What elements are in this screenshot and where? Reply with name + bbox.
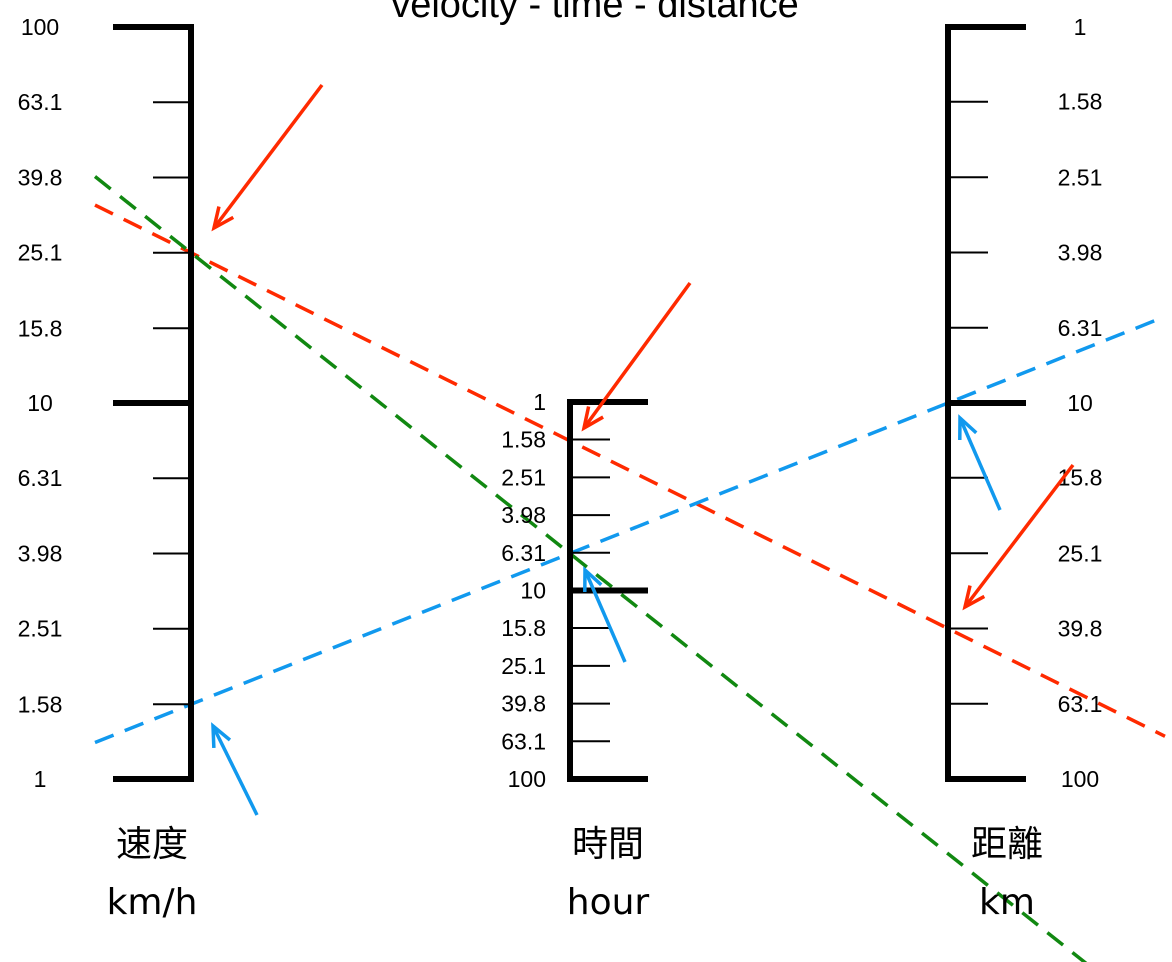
velocity-tick-label: 10 (27, 390, 53, 416)
time-tick-label: 25.1 (501, 653, 546, 679)
time-tick-label: 39.8 (501, 691, 546, 717)
distance-tick-label: 3.98 (1058, 240, 1103, 266)
time-tick-label: 2.51 (501, 464, 546, 490)
time-axis-unit: hour (567, 882, 650, 923)
chart-title: velocity - time - distance (391, 0, 799, 26)
time-tick-label: 15.8 (501, 615, 546, 641)
velocity-tick-label: 100 (21, 14, 59, 40)
velocity-tick-label: 3.98 (18, 540, 63, 566)
velocity-tick-label: 1.58 (18, 691, 63, 717)
distance-tick-label: 1 (1074, 14, 1087, 40)
time-tick-label: 3.98 (501, 502, 546, 528)
time-tick-label: 63.1 (501, 728, 546, 754)
red-example-line (94, 203, 1166, 738)
distance-tick-label: 100 (1061, 766, 1099, 792)
velocity-tick-label: 63.1 (18, 89, 63, 115)
velocity-tick-label: 6.31 (18, 465, 63, 491)
blue-arrow-velocity (211, 722, 259, 816)
distance-axis-unit: km (979, 882, 1035, 923)
velocity-axis-unit: km/h (107, 882, 198, 923)
time-tick-label: 1 (533, 389, 546, 415)
time-tick-label: 6.31 (501, 540, 546, 566)
blue-example-line (94, 315, 1166, 745)
example-lines (93, 175, 1166, 962)
distance-tick-label: 39.8 (1058, 616, 1103, 642)
velocity-axis: 100 63.1 39.8 25.1 15.8 10 6.31 3.98 2.51 1.58 1 (18, 14, 194, 792)
distance-axis-name: 距離 (971, 824, 1043, 865)
time-tick-label: 1.58 (501, 426, 546, 452)
distance-tick-label: 2.51 (1058, 164, 1103, 190)
velocity-axis-name: 速度 (116, 824, 188, 865)
distance-tick-label: 6.31 (1058, 315, 1103, 341)
velocity-tick-label: 1 (34, 766, 47, 792)
red-arrow-time (581, 281, 692, 432)
velocity-tick-label: 2.51 (18, 616, 63, 642)
blue-arrow-time (583, 566, 627, 663)
distance-tick-label: 10 (1067, 390, 1093, 416)
red-arrow-distance (962, 463, 1075, 611)
distance-tick-label: 63.1 (1058, 691, 1103, 717)
velocity-tick-label: 15.8 (18, 315, 63, 341)
time-tick-label: 10 (520, 578, 546, 604)
blue-arrow-distance (958, 414, 1002, 511)
green-example-line (93, 175, 1088, 962)
distance-tick-label: 1.58 (1058, 89, 1103, 115)
red-arrow-velocity (211, 83, 324, 232)
time-axis: 1 1.58 2.51 3.98 6.31 10 15.8 25.1 39.8 63.1 100 (501, 389, 648, 792)
time-axis-name: 時間 (572, 824, 644, 865)
reading-arrows (211, 83, 1075, 816)
velocity-tick-label: 25.1 (18, 240, 63, 266)
distance-tick-label: 25.1 (1058, 540, 1103, 566)
velocity-tick-label: 39.8 (18, 164, 63, 190)
time-tick-label: 100 (508, 766, 546, 792)
